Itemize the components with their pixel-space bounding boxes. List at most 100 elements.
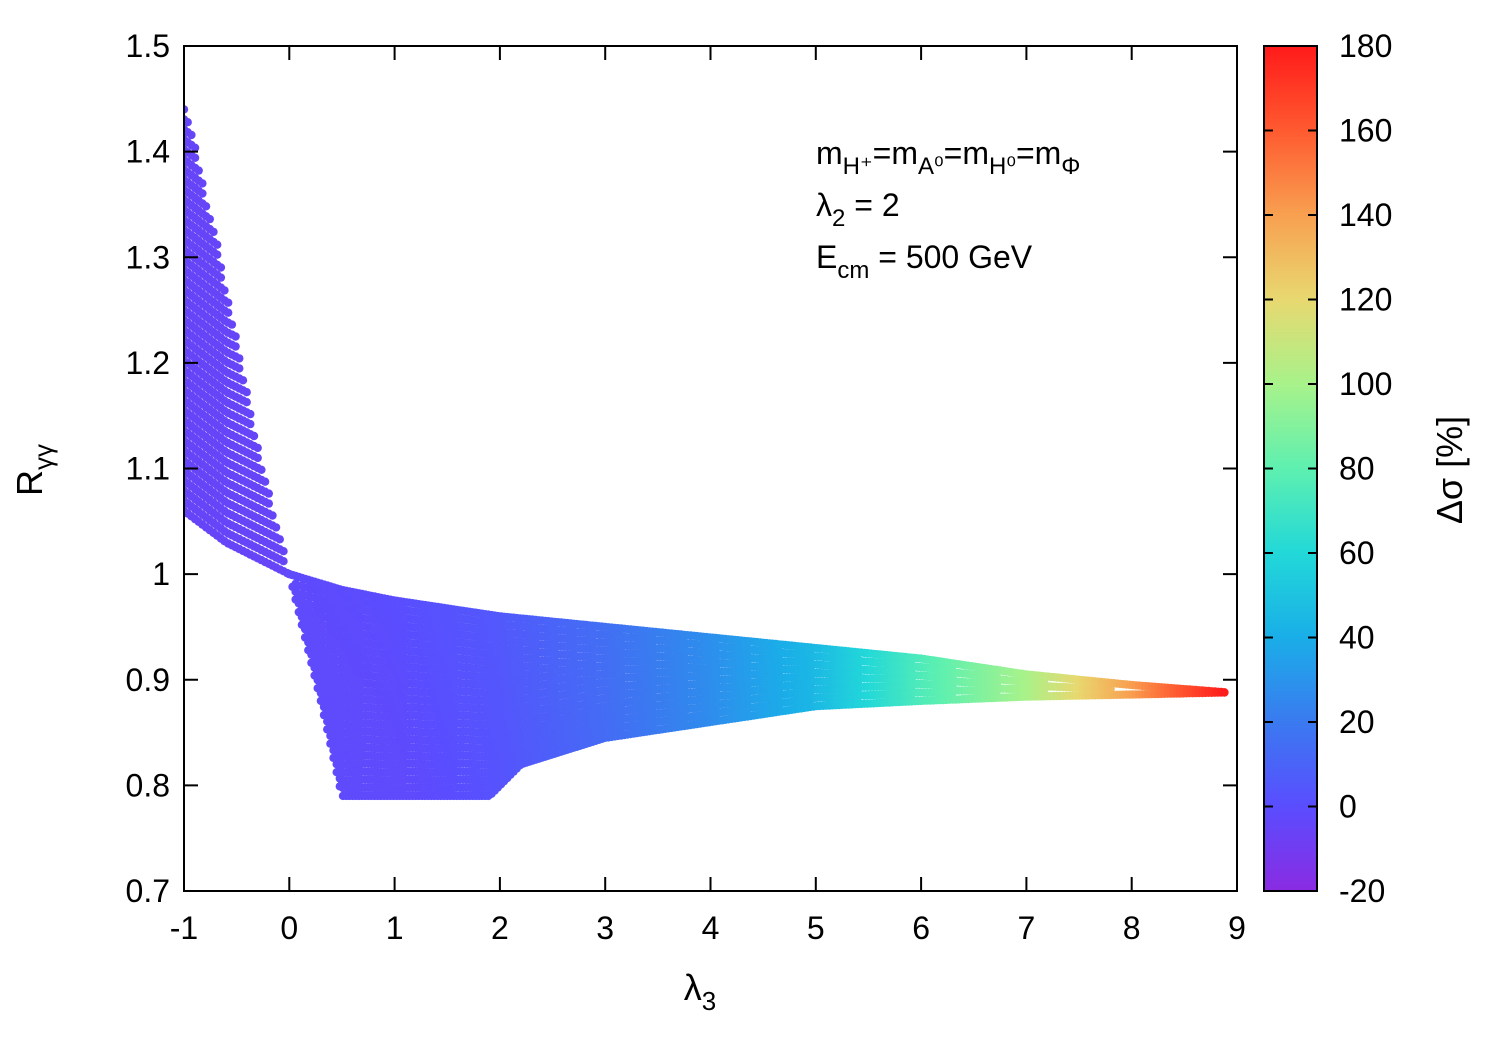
colorbar-label: Δσ [%] [1429,416,1470,524]
y-tick-label: 1.3 [126,239,170,275]
colorbar-tick-label: 20 [1339,704,1375,740]
annotation-line: Ecm = 500 GeV [816,239,1033,284]
colorbar-tick-label: 140 [1339,197,1392,233]
scatter-point [198,189,207,198]
x-tick-label: 2 [491,910,509,946]
scatter-point [224,298,233,307]
scatter-point [253,443,262,453]
annotation-line: λ2 = 2 [816,187,900,232]
scatter-point [227,320,237,329]
scatter-point [235,364,244,373]
annotation-text: =m [873,135,918,171]
y-tick-label: 1.2 [126,345,170,381]
annotation-subscript: H⁺ [843,153,873,180]
y-axis-label: Rγγ [9,444,58,496]
annotation-text: = 2 [845,187,899,223]
annotation-text: m [816,135,843,171]
scatter-point [246,419,255,429]
scatter-point [187,130,196,140]
x-axis-label-sub: 3 [702,986,716,1016]
y-tick-label: 0.7 [126,873,170,909]
annotation-text: = 500 GeV [869,239,1032,275]
y-tick-label: 1.1 [126,451,170,487]
annotation-text: E [816,239,837,275]
colorbar-tick-label: 40 [1339,620,1375,656]
scatter-point [213,240,222,249]
scatter-point [246,409,255,419]
scatter-point [275,535,284,544]
annotation-line: mH⁺=mA⁰=mH⁰=mΦ [816,135,1080,180]
annotation-text: =m [1016,135,1061,171]
y-tick-label: 0.8 [126,767,170,803]
colorbar-tick-label: 180 [1339,28,1392,64]
x-tick-label: -1 [170,910,198,946]
x-tick-label: 0 [280,910,298,946]
scatter-point [184,105,189,114]
scatter-point [198,179,207,188]
scatter-point [190,153,200,162]
scatter-point [231,342,240,351]
scatter-point [238,376,248,385]
x-tick-label: 9 [1228,910,1246,946]
x-tick-label: 7 [1018,910,1036,946]
annotation-subscript: 2 [832,205,845,232]
x-axis-ticks: -1 0 1 2 3 4 5 6 7 8 9 [170,46,1246,946]
y-axis-label-sub: γγ [28,444,58,470]
scatter-point [209,227,218,237]
annotation-subscript: Φ [1061,153,1080,180]
annotation-subscript: cm [837,257,869,284]
annotation-subscript: H⁰ [989,153,1016,180]
x-tick-label: 8 [1123,910,1141,946]
scatter-point [205,214,214,224]
scatter-point [279,557,288,566]
y-axis-ticks: 0.7 0.8 0.9 1 1.1 1.2 1.3 1.4 1.5 [126,28,1237,909]
scatter-point [242,388,251,397]
scatter-point [235,354,244,363]
colorbar-tick-label: 160 [1339,113,1392,149]
scatter-point [260,477,270,486]
y-tick-label: 0.9 [126,662,170,698]
x-axis-label: λ3 [684,967,716,1016]
scatter-point [216,273,226,282]
x-axis-label-main: λ [684,967,702,1008]
colorbar-tick-label: 0 [1339,789,1357,825]
colorbar-tick-label: 80 [1339,451,1375,487]
scatter-point [216,263,226,272]
colorbar-ticks: -20 0 20 40 60 80 100 120 140 160 180 [1264,28,1392,909]
scatter-point [213,250,222,259]
x-tick-label: 5 [807,910,825,946]
scatter-point [264,499,273,508]
scatter-point [268,511,277,520]
scatter-point [194,166,203,175]
x-tick-label: 4 [702,910,720,946]
scatter-point [220,286,229,295]
colorbar-tick-label: 100 [1339,366,1392,402]
scatter-point [190,143,200,152]
scatter-point [231,332,240,341]
scatter-point [1220,688,1229,697]
colorbar-tick-label: -20 [1339,873,1385,909]
scatter-point [264,489,273,498]
y-axis-label-main: R [9,470,50,496]
scatter-point [224,308,233,317]
annotation-text: λ [816,187,832,223]
scatter-point [257,465,266,474]
scatter-point [271,523,281,532]
scatter-point [201,202,211,211]
colorbar-tick-label: 60 [1339,535,1375,571]
scatter-point [279,547,288,556]
y-tick-label: 1 [152,556,170,592]
y-tick-label: 1.4 [126,134,170,170]
scatter-point [184,118,192,127]
scatter-point [242,398,251,407]
y-tick-label: 1.5 [126,28,170,64]
colorbar-tick-label: 120 [1339,282,1392,318]
scatter-point [253,453,262,463]
x-tick-label: 3 [596,910,614,946]
scatter-points [184,105,1229,801]
annotation-text: =m [944,135,989,171]
annotation-subscript: A⁰ [918,153,944,180]
x-tick-label: 6 [912,910,930,946]
